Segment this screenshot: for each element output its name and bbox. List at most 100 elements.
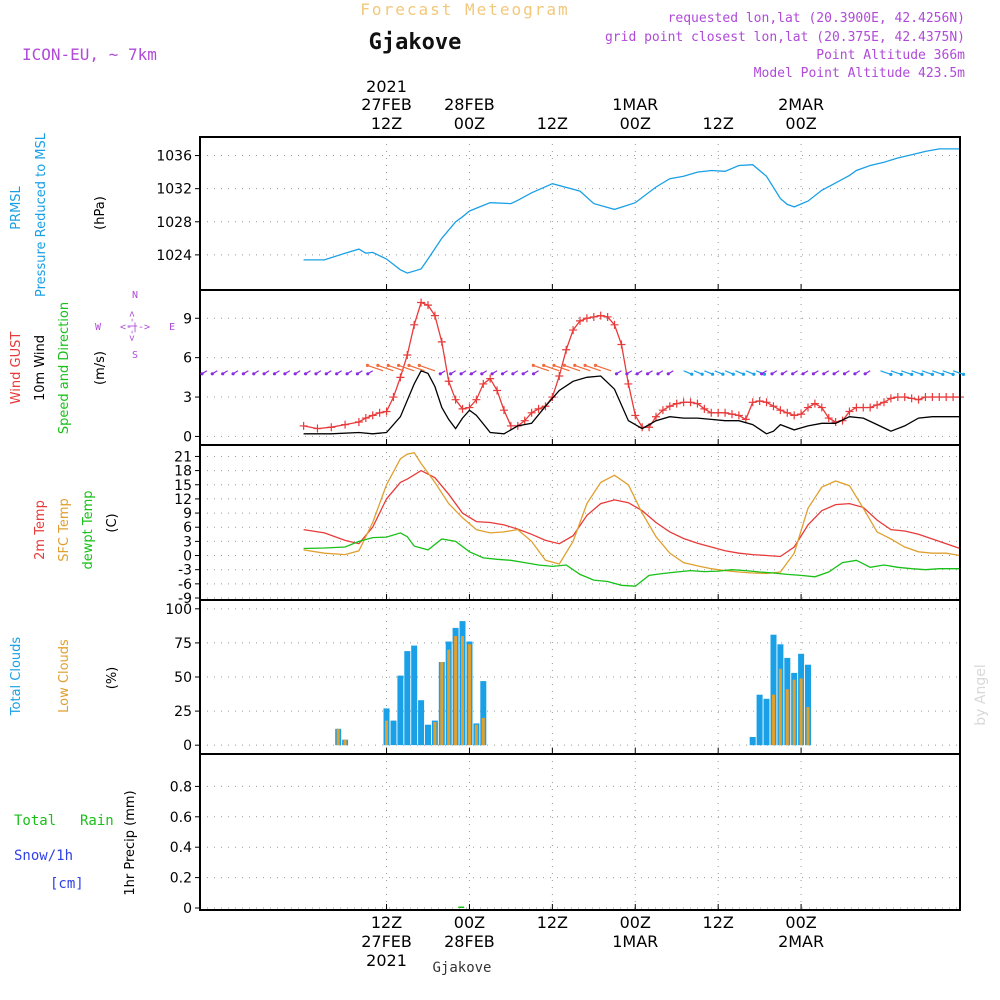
y-tick-label: 3 <box>183 390 192 406</box>
wind-arrow <box>890 370 902 375</box>
wind-unit: (m/s) <box>93 351 108 385</box>
wind-arrow <box>932 370 943 375</box>
bottom-hour-label: 12Z <box>371 913 402 932</box>
gust-marker <box>886 394 895 403</box>
wind-arrow-head <box>210 372 214 376</box>
wind-arrow-head <box>314 372 318 376</box>
gust-marker <box>589 312 598 321</box>
bar-low-clouds <box>447 649 451 746</box>
y-tick-label: 100 <box>165 602 192 618</box>
wind-arrow <box>377 364 394 372</box>
wind-label-direction: Speed and Direction <box>57 302 72 434</box>
gust-marker <box>451 395 460 404</box>
bar-low-clouds <box>474 724 478 746</box>
wind-arrow <box>398 364 415 372</box>
gust-marker <box>845 407 854 416</box>
pressure-label-prmsl: PRMSL <box>9 185 24 229</box>
gust-marker <box>375 408 384 417</box>
gust-marker <box>534 404 543 413</box>
gust-marker <box>299 421 308 430</box>
model-label: ICON-EU, ~ 7km <box>22 45 157 64</box>
point-altitude: Point Altitude 366m <box>816 48 965 63</box>
wind-arrow-head <box>910 372 914 376</box>
gust-marker <box>341 420 350 429</box>
y-tick-label: 0.4 <box>170 840 192 856</box>
gust-marker <box>866 403 875 412</box>
bar-low-clouds <box>806 707 810 746</box>
temp-label-sfc: SFC Temp <box>57 498 72 562</box>
bar-total-clouds <box>756 694 763 746</box>
gust-marker <box>527 408 536 417</box>
series-wind-gust <box>303 301 960 430</box>
wind-arrow-head <box>625 372 629 376</box>
precip-label-rain: Rain <box>80 813 114 829</box>
bar-total-clouds <box>763 698 770 746</box>
gust-marker <box>569 326 578 335</box>
y-tick-label: -9 <box>178 591 192 607</box>
bar-low-clouds <box>799 678 803 746</box>
y-tick-label: 0 <box>183 429 192 445</box>
gust-marker <box>928 393 937 402</box>
gust-marker <box>617 340 626 349</box>
gust-marker <box>665 402 674 411</box>
bar-total-clouds <box>411 645 418 746</box>
bar-total-clouds <box>480 681 487 746</box>
wind-arrow <box>921 370 933 375</box>
gust-marker <box>410 320 419 329</box>
y-tick-label: 1036 <box>156 149 192 165</box>
wind-arrow-head <box>646 372 650 376</box>
top-hour-label: 12Z <box>371 114 402 133</box>
y-tick-label: 0.8 <box>170 779 192 795</box>
wind-arrow-head <box>241 372 245 376</box>
y-tick-label: 15 <box>174 478 192 494</box>
top-hour-label: 00Z <box>454 114 485 133</box>
gust-marker <box>755 396 764 405</box>
series-dewpt-temp <box>303 532 960 587</box>
gust-marker <box>576 316 584 325</box>
wind-arrow-head <box>262 372 266 376</box>
gust-marker <box>672 399 681 408</box>
series-sfc-temp <box>303 451 961 575</box>
gridpoint-coords: grid point closest lon,lat (20.375E, 42.… <box>605 30 965 45</box>
wind-arrow-head <box>417 363 421 367</box>
gust-marker <box>893 393 902 402</box>
gust-marker <box>769 402 778 411</box>
gust-marker <box>313 424 322 433</box>
gust-marker <box>361 414 370 423</box>
y-tick-label: -6 <box>178 577 192 593</box>
wind-arrow-head <box>583 363 587 367</box>
wind-arrow-head <box>542 363 546 367</box>
compass-w: W <box>95 322 102 333</box>
wind-arrow-head <box>666 372 670 376</box>
wind-arrow-head <box>231 372 235 376</box>
bar-low-clouds <box>454 636 458 746</box>
bottom-day-label: 27FEB <box>361 932 412 951</box>
bar-total-clouds <box>770 634 777 746</box>
wind-arrow-head <box>345 372 349 376</box>
top-day-label: 28FEB <box>444 95 495 114</box>
bar-low-clouds <box>343 739 347 746</box>
precip-labels: Total Rain Snow/1h [cm] 1hr Precip (mm) <box>14 790 138 895</box>
gust-marker <box>700 404 709 413</box>
wind-arrow-head <box>721 372 725 376</box>
top-hour-label: 12Z <box>703 114 734 133</box>
gust-marker <box>935 393 944 402</box>
wind-arrow-head <box>335 372 339 376</box>
gust-marker <box>914 395 923 404</box>
bar-total-clouds <box>749 737 756 746</box>
gust-marker <box>880 398 888 407</box>
gust-marker <box>506 421 515 430</box>
gust-marker <box>624 379 633 388</box>
wind-arrow-head <box>573 363 577 367</box>
wind-arrow-head <box>941 372 945 376</box>
wind-arrow <box>880 370 892 375</box>
top-hour-label: 00Z <box>620 114 651 133</box>
gust-marker <box>500 406 508 415</box>
bar-total-rain <box>458 906 465 908</box>
gust-marker <box>748 398 757 407</box>
wind-arrow-head <box>480 372 484 376</box>
footer-station: Gjakove <box>432 960 491 976</box>
cloud-label-total: Total Clouds <box>9 637 24 717</box>
wind-arrow <box>367 364 384 372</box>
wind-arrow-head <box>961 372 966 376</box>
